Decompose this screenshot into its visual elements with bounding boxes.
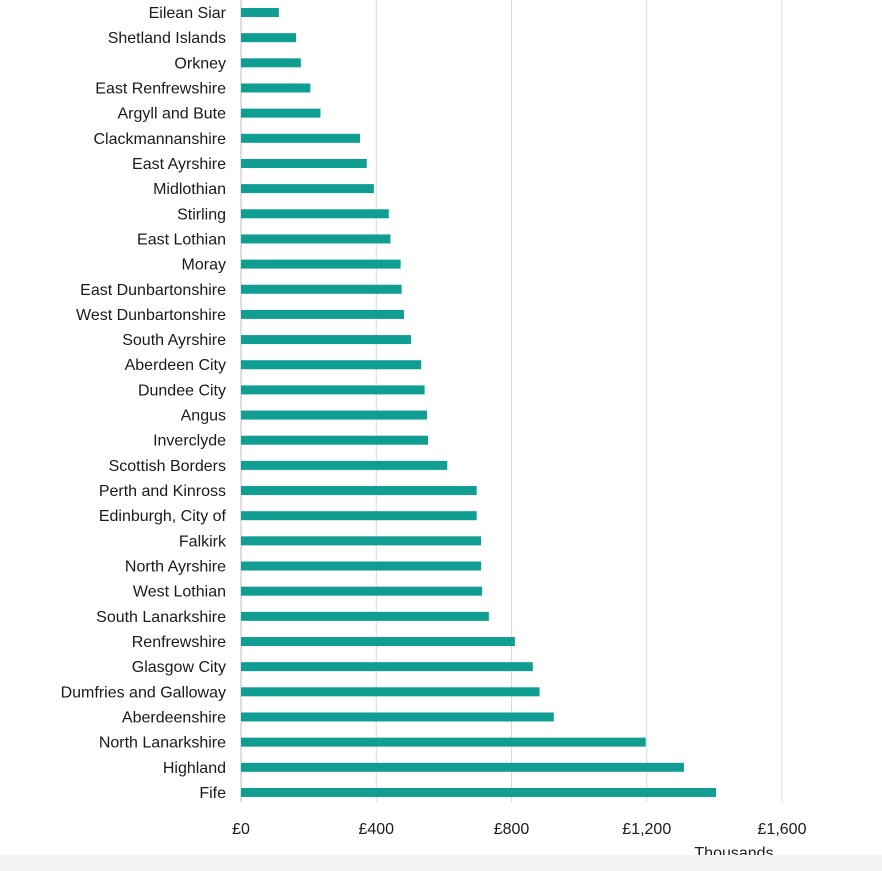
bar: [241, 586, 483, 596]
category-label: Falkirk: [179, 533, 227, 550]
bar: [241, 687, 540, 697]
x-tick-label: £0: [232, 821, 250, 838]
bar: [241, 184, 374, 194]
category-label: Midlothian: [153, 181, 226, 198]
bottom-strip: [0, 855, 882, 871]
bar: [241, 360, 422, 370]
bar: [241, 536, 482, 546]
category-label: Stirling: [177, 206, 226, 223]
bar: [241, 460, 448, 470]
category-label: East Dunbartonshire: [80, 282, 226, 299]
category-label: Perth and Kinross: [99, 483, 226, 500]
bar: [241, 133, 361, 143]
x-tick-label: £1,200: [622, 821, 671, 838]
category-label: Moray: [182, 257, 226, 274]
category-label: Glasgow City: [132, 659, 226, 676]
bar: [241, 762, 684, 772]
category-label: East Lothian: [137, 231, 226, 248]
bar: [241, 637, 515, 646]
x-tick-labels: £0 £400 £800 £1,200 £1,600: [232, 821, 806, 838]
category-label: Eilean Siar: [149, 5, 227, 22]
category-label: Fife: [199, 785, 226, 802]
bar: [241, 737, 646, 747]
category-label: West Dunbartonshire: [76, 307, 226, 324]
bar: [241, 58, 301, 68]
bar: [241, 611, 489, 621]
bar: [241, 410, 427, 420]
bar: [241, 234, 391, 244]
category-label: North Ayrshire: [125, 559, 226, 576]
bar: [241, 486, 477, 496]
category-label: Angus: [181, 408, 226, 425]
bar: [241, 8, 279, 17]
category-label: Scottish Borders: [109, 458, 226, 475]
category-label: Orkney: [174, 55, 226, 72]
category-label: Dumfries and Galloway: [61, 684, 226, 701]
bars: [241, 8, 717, 797]
bar: [241, 284, 402, 294]
bar: [241, 662, 533, 672]
bar: [241, 335, 412, 345]
bar: [241, 561, 482, 571]
x-tick-label: £800: [494, 821, 530, 838]
bar: [241, 712, 554, 722]
bar: [241, 511, 477, 521]
category-label: Aberdeen City: [125, 357, 226, 374]
x-tick-label: £400: [358, 821, 394, 838]
category-label: Clackmannanshire: [93, 131, 226, 148]
bar: [241, 787, 717, 797]
category-label: Aberdeenshire: [122, 709, 226, 726]
category-label: Edinburgh, City of: [99, 508, 227, 525]
gridlines: [240, 0, 783, 802]
category-label: Dundee City: [138, 382, 226, 399]
category-label: North Lanarkshire: [99, 735, 226, 752]
category-label: South Lanarkshire: [96, 609, 226, 626]
bar: [241, 209, 389, 219]
category-label: Shetland Islands: [108, 30, 226, 47]
category-label: South Ayrshire: [122, 332, 226, 349]
bar: [241, 435, 428, 445]
category-label: Inverclyde: [153, 433, 226, 450]
bar: [241, 83, 311, 93]
x-tick-label: £1,600: [758, 821, 807, 838]
category-label: Renfrewshire: [132, 634, 226, 651]
bar: [241, 108, 321, 118]
bar: [241, 309, 404, 319]
category-label: Argyll and Bute: [117, 106, 226, 123]
category-label: East Ayrshire: [132, 156, 226, 173]
bar: [241, 158, 367, 168]
category-label: East Renfrewshire: [95, 80, 226, 97]
category-label: Highland: [163, 760, 226, 777]
bar: [241, 385, 425, 395]
category-label: West Lothian: [133, 584, 226, 601]
bar: [241, 33, 297, 43]
category-labels: Eilean Siar Shetland Islands Orkney East Re…: [61, 5, 227, 802]
bar: [241, 259, 401, 269]
